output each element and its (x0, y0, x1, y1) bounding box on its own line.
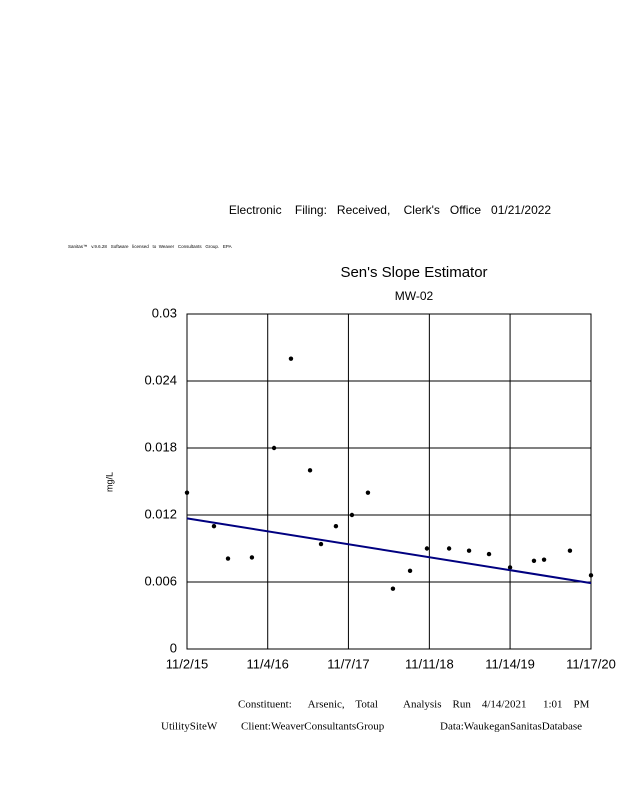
x-tick-label: 11/17/20 (566, 656, 616, 671)
y-tick-label: 0.018 (144, 439, 177, 454)
data-point (365, 490, 371, 495)
footer-site: UtilitySiteW (161, 721, 218, 733)
chart-title: Sen's Slope Estimator (340, 264, 487, 281)
data-point (446, 546, 452, 551)
trend-line (186, 517, 592, 585)
data-point (307, 468, 313, 473)
y-tick-label: 0.012 (144, 506, 177, 521)
footer-run: Analysis Run 4/14/2021 1:01 PM (403, 699, 590, 711)
y-tick-label: 0.03 (152, 305, 177, 320)
y-tick-label: 0.024 (144, 372, 177, 387)
data-point (588, 573, 594, 578)
data-point (184, 490, 190, 495)
data-point (249, 555, 255, 560)
data-point (486, 551, 492, 557)
x-tick-label: 11/14/19 (485, 656, 535, 671)
x-tick-label: 11/7/17 (327, 656, 369, 671)
footer-data: Data:WaukeganSanitasDatabase (440, 721, 582, 733)
data-point (507, 565, 513, 570)
footer-constituent: Constituent: Arsenic, Total (238, 699, 378, 711)
y-tick-label: 0 (170, 640, 177, 655)
software-note: Sanitas™ v.9.6.28 Software licensed to W… (68, 244, 232, 249)
plot-frame (186, 313, 592, 650)
footer-client: Client:WeaverConsultantsGroup (241, 721, 385, 733)
filing-header: Electronic Filing: Received, Clerk's Off… (229, 203, 552, 217)
data-point (225, 556, 231, 561)
data-point (466, 548, 472, 553)
x-tick-label: 11/11/18 (405, 656, 454, 671)
data-point (390, 586, 396, 591)
y-tick-label: 0.006 (144, 573, 177, 588)
data-point (407, 568, 413, 574)
data-point (333, 523, 339, 529)
data-point (541, 557, 547, 562)
data-point (318, 541, 324, 547)
data-point (271, 445, 277, 451)
data-point (349, 512, 355, 518)
data-point (567, 548, 573, 553)
data-point (288, 356, 294, 361)
y-axis-label: mg/L (104, 472, 114, 492)
chart-subtitle: MW-02 (395, 289, 434, 303)
data-point (424, 546, 430, 551)
data-point (531, 558, 537, 563)
x-tick-label: 11/2/15 (166, 656, 208, 671)
data-point (211, 523, 217, 529)
x-tick-label: 11/4/16 (247, 656, 289, 671)
